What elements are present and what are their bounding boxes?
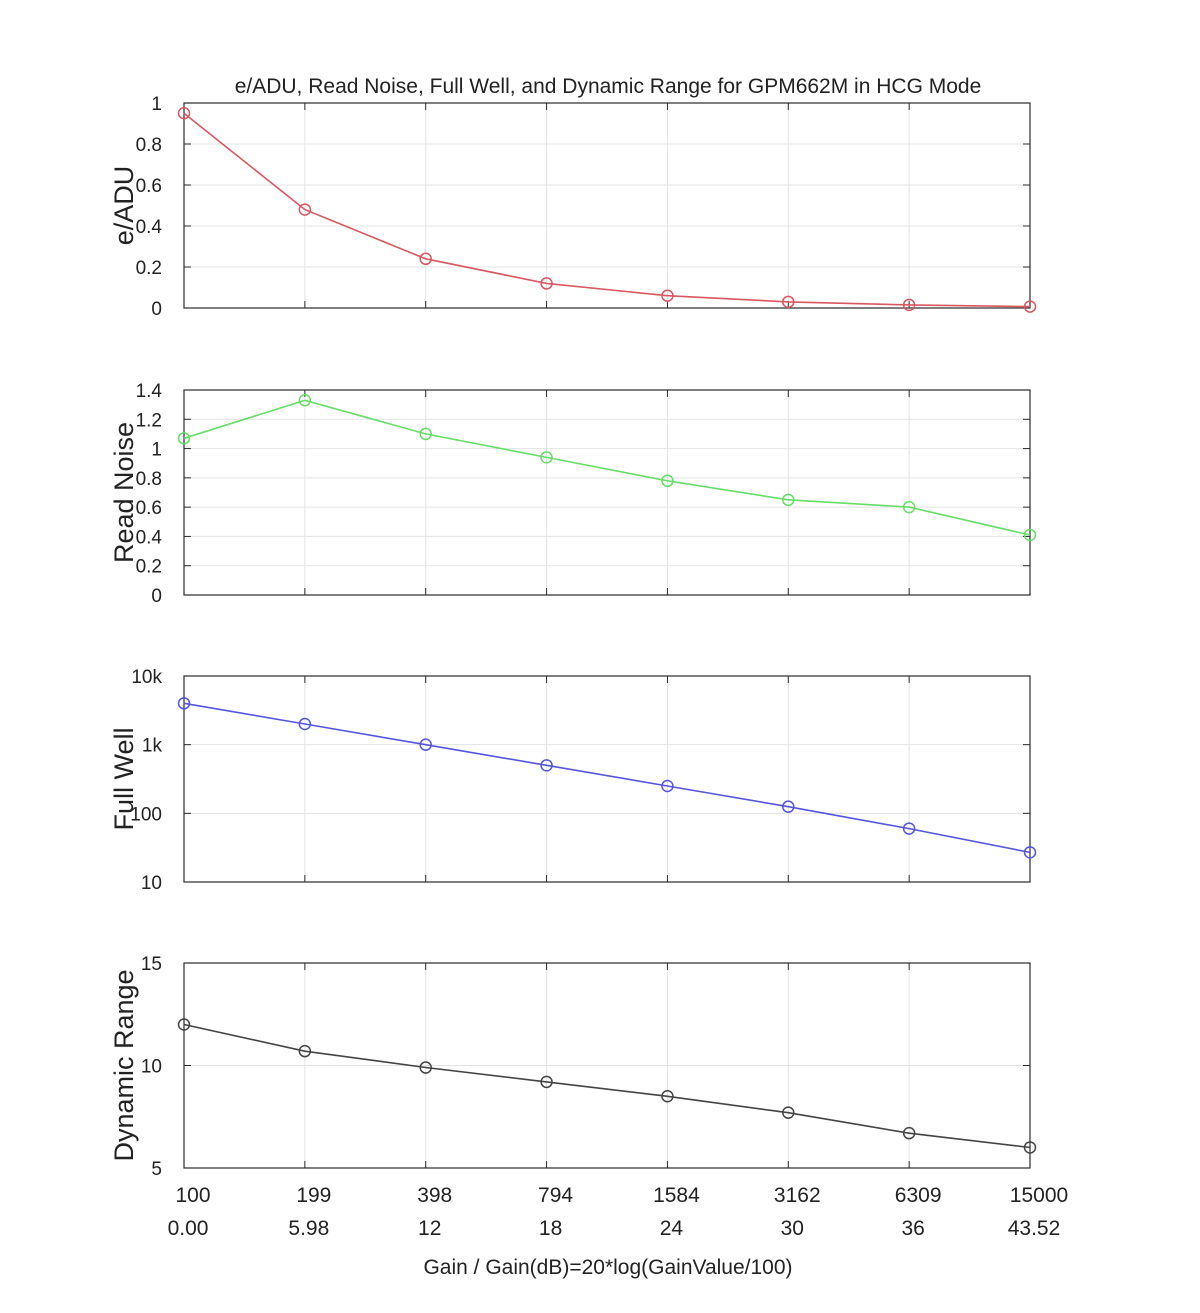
- x-tick-label-db: 5.98: [288, 1217, 329, 1240]
- y-tick-label: 0.4: [136, 217, 163, 238]
- subplot-3: 10 100 1k 10k Full Well: [109, 667, 1037, 894]
- data-point: [661, 289, 674, 302]
- data-point: [177, 1018, 191, 1031]
- y-tick-label: 0.2: [136, 258, 162, 279]
- y-tick-label: 0.4: [136, 527, 163, 548]
- x-tick-label-gain: 15000: [1010, 1184, 1068, 1207]
- x-tick-label-db: 43.52: [1008, 1217, 1061, 1240]
- data-point: [661, 474, 674, 488]
- y-tick-label: 1k: [142, 736, 163, 757]
- data-point: [661, 1090, 674, 1103]
- x-tick-label-db: 18: [539, 1217, 562, 1240]
- subplot-2: 0 0.2 0.4 0.6 0.8 1 1.2 1.4 Read Noise: [109, 381, 1037, 607]
- y-tick-label: 15: [141, 954, 162, 975]
- x-tick-label-gain: 794: [538, 1184, 573, 1207]
- x-tick-label-gain: 199: [296, 1184, 331, 1207]
- x-axis-label: Gain / Gain(dB)=20*log(GainValue/100): [423, 1256, 792, 1279]
- y-tick-label: 0.6: [136, 176, 162, 197]
- x-tick-label-db: 30: [781, 1217, 804, 1240]
- data-point: [782, 1106, 795, 1119]
- y-axis-label: Read Noise: [109, 422, 139, 563]
- data-point: [1023, 846, 1037, 859]
- data-point: [177, 107, 191, 120]
- y-axis-label: Dynamic Range: [109, 969, 139, 1161]
- y-tick-label: 100: [130, 804, 162, 825]
- data-point: [540, 759, 553, 772]
- series-line: [183, 112, 1031, 308]
- y-tick-label: 0.8: [136, 135, 162, 156]
- data-point: [661, 779, 674, 793]
- axes-box: [183, 675, 1031, 883]
- subplot-1: 0 0.2 0.4 0.6 0.8 1 e/ADU: [109, 94, 1037, 320]
- y-tick-label: 1.4: [136, 381, 163, 402]
- y-tick-label: 1: [151, 440, 162, 461]
- x-tick-label-gain: 3162: [774, 1184, 821, 1207]
- data-point: [782, 295, 795, 309]
- y-tick-label: 1.2: [136, 410, 162, 431]
- y-tick-label: 0.6: [136, 498, 162, 519]
- x-tick-label-db: 12: [418, 1217, 441, 1240]
- x-tick-labels: 100 0.00 199 5.98 398 12 794 18 1584 24 3162 30 6309…: [168, 1184, 1069, 1240]
- data-point: [298, 1044, 312, 1058]
- data-point: [902, 1126, 916, 1140]
- data-point: [419, 1061, 432, 1074]
- y-tick-label: 0.2: [136, 557, 162, 578]
- x-tick-label-gain: 1584: [653, 1184, 700, 1207]
- x-tick-label-db: 36: [901, 1217, 924, 1240]
- axes-box: [183, 102, 1031, 309]
- data-point: [902, 500, 916, 514]
- x-tick-label-gain: 6309: [895, 1184, 942, 1207]
- data-point: [419, 252, 432, 266]
- series-line: [183, 1023, 1031, 1149]
- data-point: [298, 203, 312, 216]
- data-point: [902, 822, 916, 835]
- data-point: [1023, 1141, 1037, 1154]
- data-point: [419, 738, 432, 751]
- data-point: [782, 493, 795, 507]
- y-axis-label: Full Well: [109, 727, 139, 830]
- data-point: [419, 427, 432, 441]
- series-line: [183, 399, 1031, 536]
- data-point: [177, 697, 191, 710]
- data-point: [298, 717, 312, 731]
- axes-box: [183, 389, 1031, 596]
- y-tick-label: 10: [141, 873, 162, 894]
- series-line: [183, 702, 1031, 854]
- y-tick-label: 1: [151, 94, 162, 115]
- y-tick-label: 5: [151, 1159, 162, 1180]
- data-point: [782, 800, 795, 813]
- x-tick-label-db: 24: [660, 1217, 684, 1240]
- chart-title: e/ADU, Read Noise, Full Well, and Dynami…: [235, 75, 982, 98]
- data-point: [298, 394, 312, 407]
- subplots-container: 0 0.2 0.4 0.6 0.8 1 e/ADU 0 0.2 0.4 0.6 0.8 1 1.2 1.4 R…: [109, 94, 1037, 1180]
- x-tick-label-gain: 100: [175, 1184, 210, 1207]
- x-tick-label-gain: 398: [417, 1184, 452, 1207]
- y-tick-label: 10: [141, 1057, 162, 1078]
- y-tick-label: 0: [151, 299, 162, 320]
- y-tick-label: 0: [151, 586, 162, 607]
- data-point: [1023, 528, 1037, 542]
- x-tick-label-db: 0.00: [168, 1217, 209, 1240]
- data-point: [902, 298, 916, 312]
- data-point: [540, 1075, 553, 1089]
- data-point: [1023, 300, 1037, 313]
- data-point: [540, 277, 553, 290]
- y-axis-label: e/ADU: [109, 166, 139, 246]
- y-tick-label: 10k: [131, 667, 162, 688]
- data-point: [177, 432, 191, 445]
- y-tick-label: 0.8: [136, 469, 162, 490]
- data-point: [540, 451, 553, 464]
